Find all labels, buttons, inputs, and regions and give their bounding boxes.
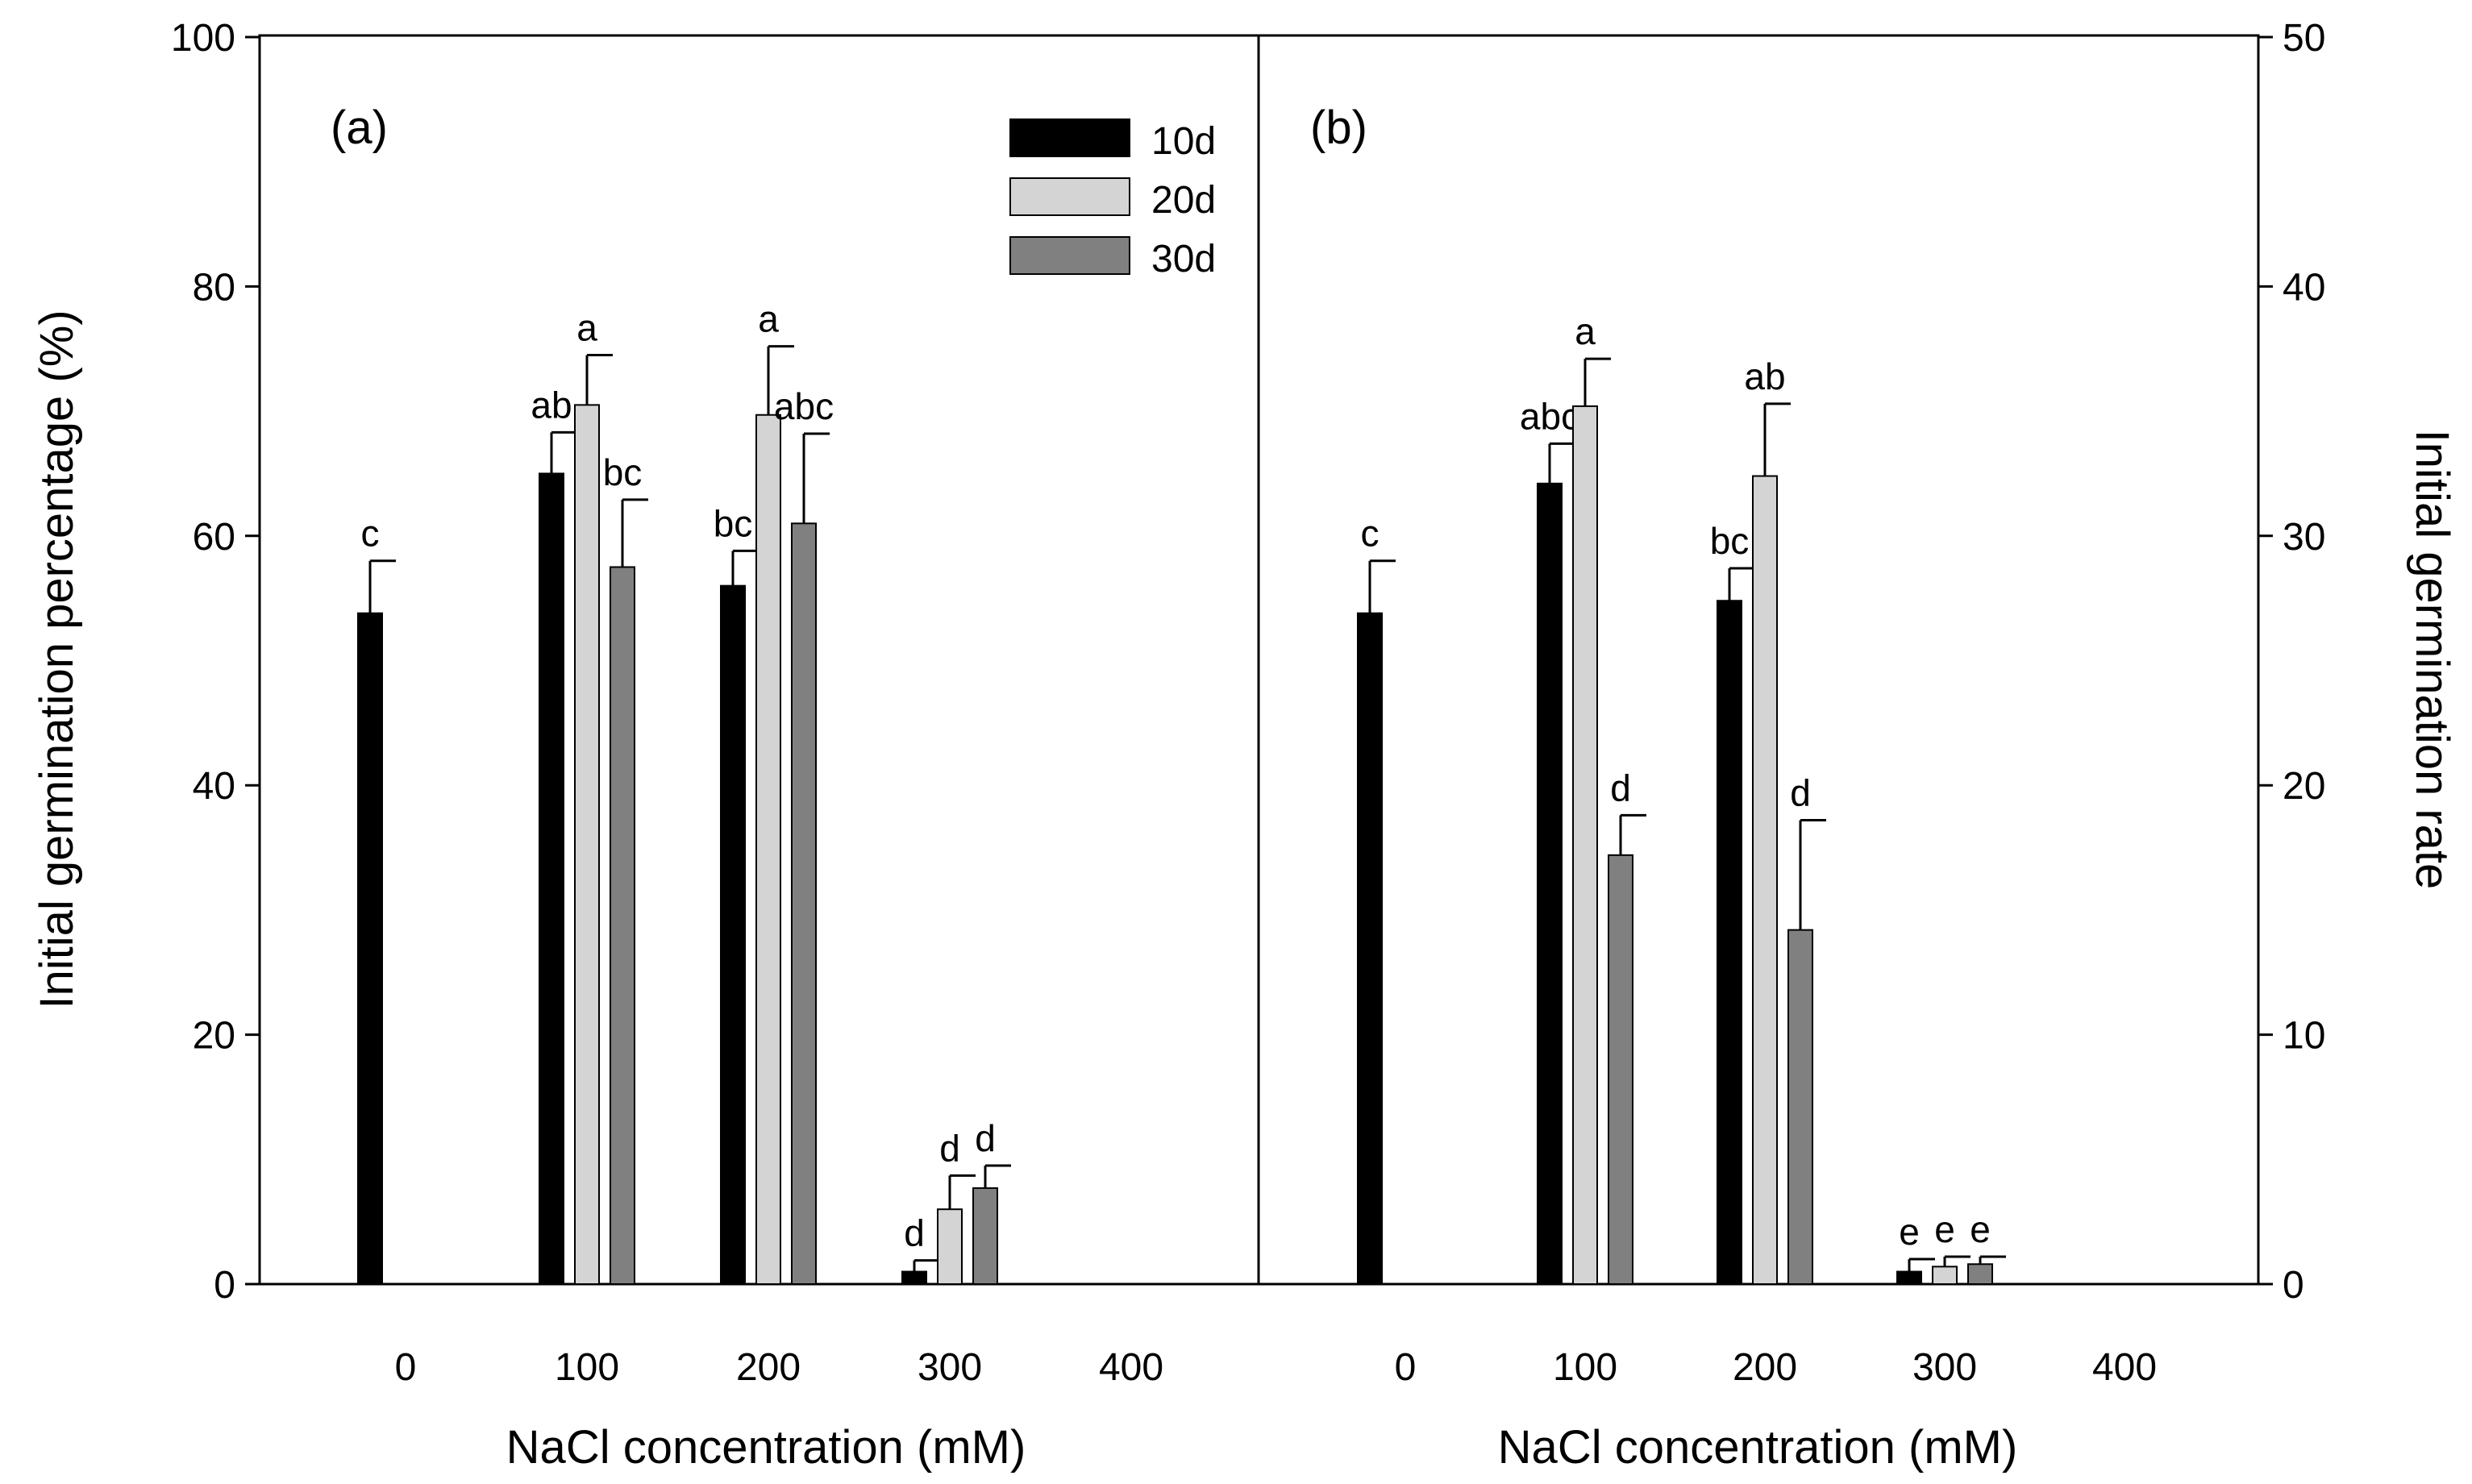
significance-label-a: ab <box>531 384 572 426</box>
significance-label-a: c <box>361 513 380 555</box>
x-tick-label-a: 0 <box>395 1346 417 1389</box>
significance-label-b: c <box>1361 513 1380 555</box>
significance-label-b: a <box>1575 310 1596 352</box>
x-tick-label-b: 0 <box>1395 1346 1417 1389</box>
y-tick-label-a: 20 <box>193 1015 235 1058</box>
y-tick-label-b: 30 <box>2283 516 2325 559</box>
left-axis-title: Initial germination percentage (%) <box>31 310 83 1008</box>
x-tick-label-b: 300 <box>1912 1346 1977 1389</box>
x-tick-label-b: 400 <box>2092 1346 2157 1389</box>
legend-label-30d: 30d <box>1151 238 1216 281</box>
significance-label-a: d <box>975 1117 996 1159</box>
y-tick-label-a: 100 <box>171 17 235 60</box>
bar-a-30d <box>610 566 635 1285</box>
legend-swatch-20d <box>1009 177 1130 216</box>
x-tick-label-b: 200 <box>1733 1346 1797 1389</box>
x-axis-title-b: NaCl concentration (mM) <box>1498 1421 2018 1474</box>
significance-label-b: bc <box>1710 520 1750 562</box>
significance-label-b: e <box>1899 1211 1920 1253</box>
bar-b-30d <box>1608 854 1633 1286</box>
bar-b-10d <box>1537 482 1563 1285</box>
bar-a-10d <box>539 472 564 1285</box>
y-tick-label-b: 10 <box>2283 1015 2325 1058</box>
bar-b-30d <box>1787 929 1813 1285</box>
bar-a-10d <box>901 1270 927 1286</box>
panel-label-a: (a) <box>331 102 388 154</box>
significance-label-b: d <box>1790 772 1811 814</box>
y-tick-label-a: 40 <box>193 765 235 808</box>
x-tick-label-a: 400 <box>1099 1346 1163 1389</box>
significance-label-a: a <box>576 306 597 348</box>
bar-b-20d <box>1752 475 1778 1285</box>
bar-a-30d <box>972 1187 998 1285</box>
significance-label-a: d <box>904 1212 925 1254</box>
significance-label-a: bc <box>714 502 753 544</box>
bar-a-30d <box>791 522 817 1285</box>
legend-swatch-30d <box>1009 236 1130 275</box>
significance-label-b: ab <box>1744 355 1785 397</box>
significance-label-a: a <box>758 298 779 340</box>
bar-b-10d <box>1357 612 1383 1285</box>
x-tick-label-a: 100 <box>555 1346 619 1389</box>
y-tick-label-b: 50 <box>2283 17 2325 60</box>
significance-label-b: d <box>1610 767 1631 809</box>
x-tick-label-a: 200 <box>736 1346 801 1389</box>
x-tick-label-a: 300 <box>918 1346 982 1389</box>
y-tick-label-a: 80 <box>193 266 235 309</box>
y-tick-label-b: 40 <box>2283 266 2325 309</box>
significance-label-b: abc <box>1520 395 1579 437</box>
x-axis-title-a: NaCl concentration (mM) <box>506 1421 1026 1474</box>
significance-label-a: bc <box>603 451 643 493</box>
significance-label-a: d <box>939 1127 960 1169</box>
significance-label-b: e <box>1934 1208 1955 1250</box>
bar-b-10d <box>1717 600 1742 1285</box>
bar-b-20d <box>1572 405 1598 1285</box>
bar-b-30d <box>1967 1263 1993 1286</box>
bar-b-20d <box>1932 1266 1958 1286</box>
right-axis-title: Initial germination rate <box>2406 430 2458 890</box>
y-tick-label-a: 0 <box>214 1264 235 1307</box>
legend-label-10d: 10d <box>1151 120 1216 163</box>
x-tick-label-b: 100 <box>1553 1346 1617 1389</box>
y-tick-label-b: 0 <box>2283 1264 2304 1307</box>
bar-a-20d <box>574 404 600 1285</box>
panel-label-b: (b) <box>1310 102 1367 154</box>
bar-a-10d <box>720 584 746 1285</box>
bar-a-20d <box>755 414 781 1286</box>
bar-a-20d <box>937 1208 963 1286</box>
legend: 10d 20d 30d <box>1009 118 1216 281</box>
y-tick-label-b: 20 <box>2283 765 2325 808</box>
legend-swatch-10d <box>1009 118 1130 157</box>
legend-label-20d: 20d <box>1151 179 1216 222</box>
significance-label-a: abc <box>774 385 834 427</box>
bar-b-10d <box>1896 1270 1922 1286</box>
significance-label-b: e <box>1970 1208 1991 1250</box>
bar-a-10d <box>357 612 383 1285</box>
y-tick-label-a: 60 <box>193 516 235 559</box>
